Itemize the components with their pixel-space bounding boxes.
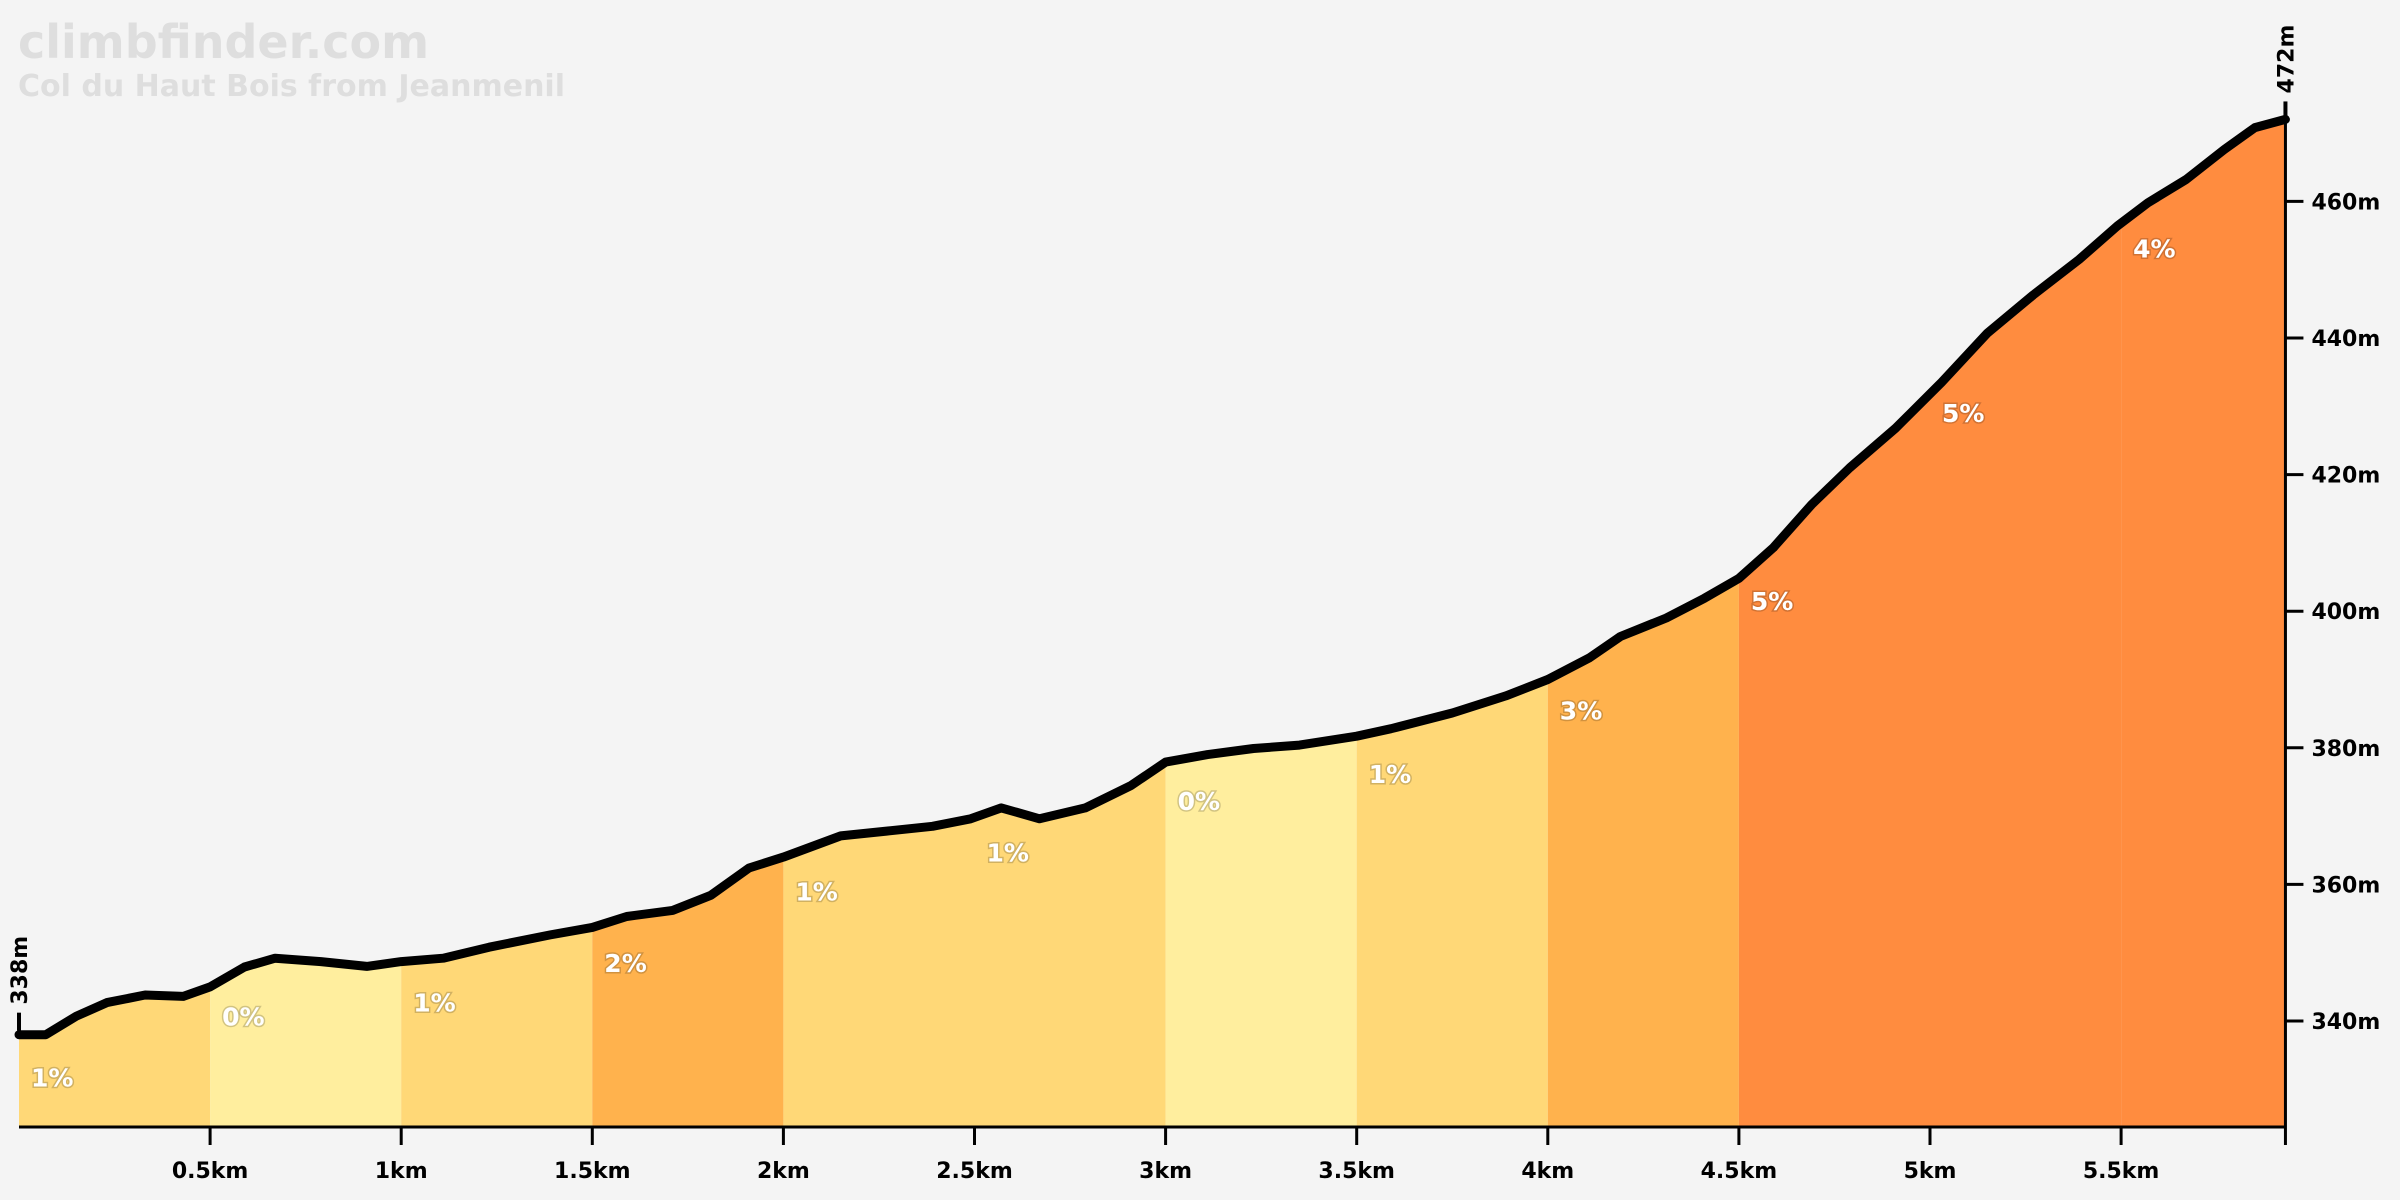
axes: 0.5km 1km 1.5km 2km 2.5km 3km 3.5km 4km 4.5km 5km… (17, 101, 2380, 1184)
start-elevation-label: 338m (8, 936, 33, 1005)
x-tick-label: 4km (1521, 1159, 1574, 1184)
gradient-segment (1738, 393, 1930, 1127)
x-tick-label: 1.5km (554, 1159, 631, 1184)
gradient-label: 5% (1942, 399, 1984, 428)
gradient-label: 1% (31, 1064, 73, 1093)
climb-title: Col du Haut Bois from Jeanmenil (18, 69, 565, 104)
gradient-segment (19, 986, 211, 1127)
y-tick-label: 340m (2311, 1010, 2380, 1035)
y-tick-label: 360m (2311, 873, 2380, 898)
gradient-label: 1% (1369, 760, 1411, 789)
gradient-segment (1356, 679, 1548, 1127)
y-tick-label: 460m (2311, 190, 2380, 215)
x-tick-label: 2.5km (936, 1159, 1013, 1184)
site-brand: climbfinder.com (18, 15, 429, 69)
y-tick-label: 400m (2311, 600, 2380, 625)
gradient-label: 5% (1751, 587, 1793, 616)
gradient-label: 0% (1178, 787, 1220, 816)
x-tick-label: 1km (375, 1159, 428, 1184)
x-tick-label: 3.5km (1318, 1159, 1395, 1184)
x-tick-label: 4.5km (1701, 1159, 1778, 1184)
gradient-segment (592, 857, 784, 1127)
gradient-label: 1% (413, 989, 455, 1018)
end-elevation-label: 472m (2274, 25, 2299, 94)
y-tick-label: 380m (2311, 737, 2380, 762)
gradient-segment (1547, 578, 1739, 1127)
gradient-segment (401, 927, 593, 1127)
gradient-label: 1% (987, 838, 1029, 867)
x-tick-label: 5km (1904, 1159, 1957, 1184)
x-tick-label: 5.5km (2083, 1159, 2160, 1184)
gradient-label: 1% (795, 878, 837, 907)
profile-line (14, 114, 2290, 1040)
gradient-label: 2% (604, 949, 646, 978)
gradient-segment (2121, 119, 2286, 1127)
gradient-segment (1930, 223, 2122, 1128)
gradient-segment (974, 762, 1166, 1127)
gradient-segment (1165, 736, 1357, 1127)
gradient-label: 4% (2133, 235, 2175, 264)
gradient-segment (210, 958, 402, 1127)
gradient-segment (783, 817, 975, 1127)
gradient-label: 0% (222, 1003, 264, 1032)
x-tick-label: 2km (757, 1159, 810, 1184)
gradient-segments (19, 119, 2286, 1128)
gradient-labels: 1% 0% 1% 2% 1% 1% 0% 1% 3% 5% 5% 4% (30, 233, 2178, 1094)
profile-line-group (14, 114, 2290, 1040)
gradient-label: 3% (1560, 697, 1602, 726)
x-tick-label: 3km (1139, 1159, 1192, 1184)
y-tick-label: 440m (2311, 327, 2380, 352)
y-tick-label: 420m (2311, 464, 2380, 489)
x-tick-label: 0.5km (172, 1159, 249, 1184)
